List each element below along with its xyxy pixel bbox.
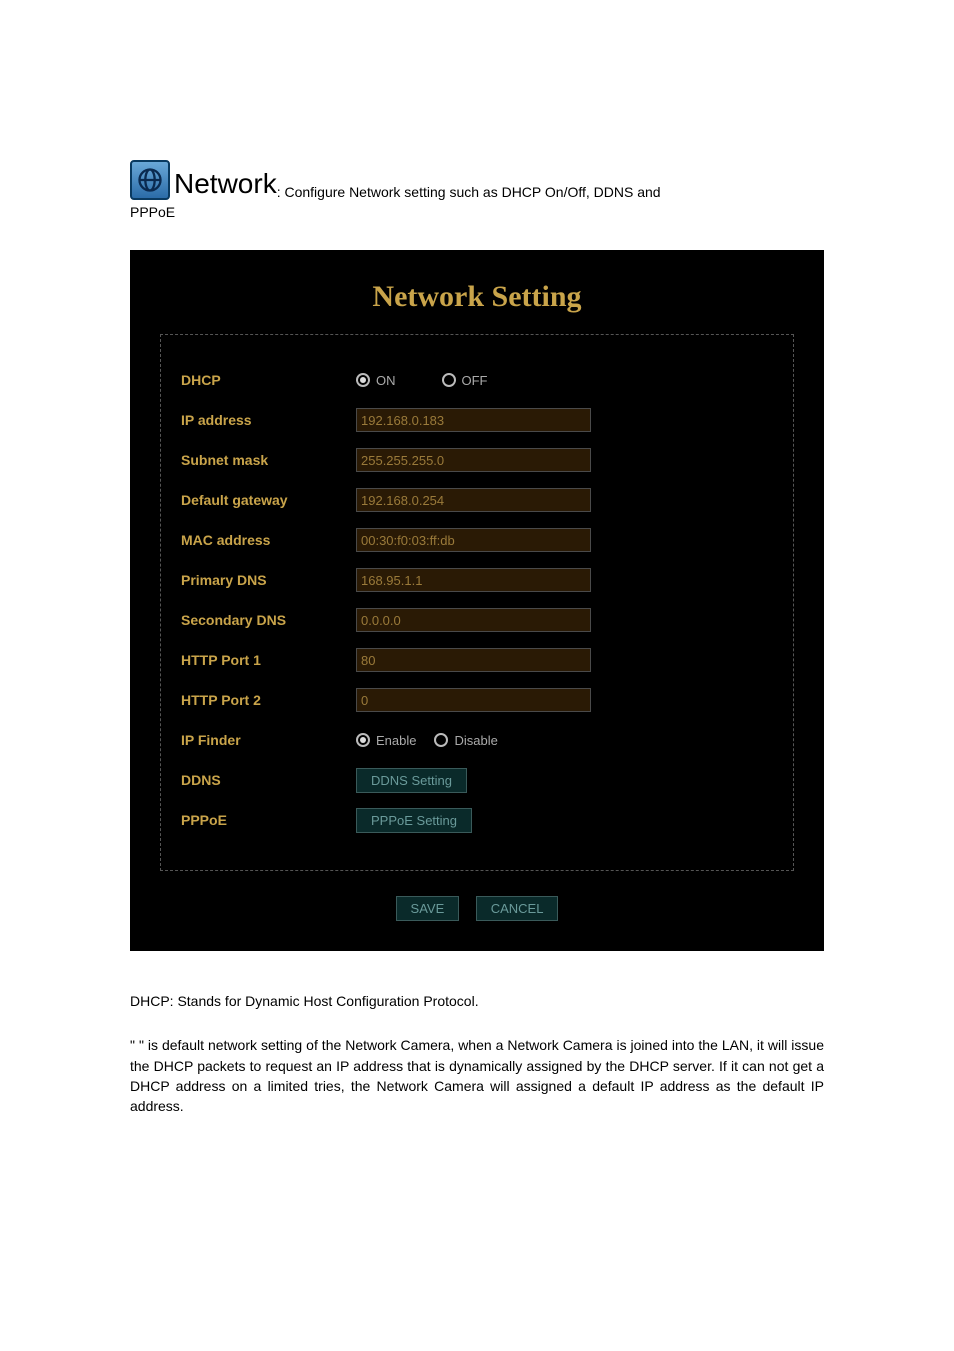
http-port1-input[interactable] [356, 648, 591, 672]
primary-dns-label: Primary DNS [181, 572, 356, 588]
subnet-mask-input[interactable] [356, 448, 591, 472]
header-desc: : Configure Network setting such as DHCP… [277, 184, 661, 200]
panel-title: Network Setting [140, 270, 814, 334]
http-port2-label: HTTP Port 2 [181, 692, 356, 708]
ip-finder-disable-radio[interactable] [434, 733, 448, 747]
default-gateway-input[interactable] [356, 488, 591, 512]
header-title: Network [174, 168, 277, 200]
dhcp-off-label: OFF [462, 373, 488, 388]
cancel-button[interactable]: CANCEL [476, 896, 559, 921]
ip-address-input[interactable] [356, 408, 591, 432]
subnet-mask-label: Subnet mask [181, 452, 356, 468]
dhcp-description: DHCP: Stands for Dynamic Host Configurat… [130, 991, 824, 1011]
dhcp-on-label: ON [376, 373, 396, 388]
ddns-label: DDNS [181, 772, 356, 788]
ip-finder-enable-label: Enable [376, 733, 416, 748]
dhcp-on-radio[interactable] [356, 373, 370, 387]
secondary-dns-input[interactable] [356, 608, 591, 632]
mac-address-input[interactable] [356, 528, 591, 552]
ip-finder-label: IP Finder [181, 732, 356, 748]
network-icon [130, 160, 170, 200]
form-box: DHCP ON OFF IP address Subnet mask Defau… [160, 334, 794, 871]
network-setting-panel: Network Setting DHCP ON OFF IP address S… [130, 250, 824, 951]
dhcp-label: DHCP [181, 372, 356, 388]
pppoe-setting-button[interactable]: PPPoE Setting [356, 808, 472, 833]
secondary-dns-label: Secondary DNS [181, 612, 356, 628]
dhcp-paragraph: " " is default network setting of the Ne… [130, 1035, 824, 1116]
mac-address-label: MAC address [181, 532, 356, 548]
ip-finder-disable-label: Disable [454, 733, 497, 748]
ip-address-label: IP address [181, 412, 356, 428]
pppoe-label: PPPoE [181, 812, 356, 828]
http-port1-label: HTTP Port 1 [181, 652, 356, 668]
ip-finder-enable-radio[interactable] [356, 733, 370, 747]
ddns-setting-button[interactable]: DDNS Setting [356, 768, 467, 793]
default-gateway-label: Default gateway [181, 492, 356, 508]
header-desc-line2: PPPoE [130, 204, 824, 220]
dhcp-off-radio[interactable] [442, 373, 456, 387]
save-button[interactable]: SAVE [396, 896, 460, 921]
http-port2-input[interactable] [356, 688, 591, 712]
primary-dns-input[interactable] [356, 568, 591, 592]
